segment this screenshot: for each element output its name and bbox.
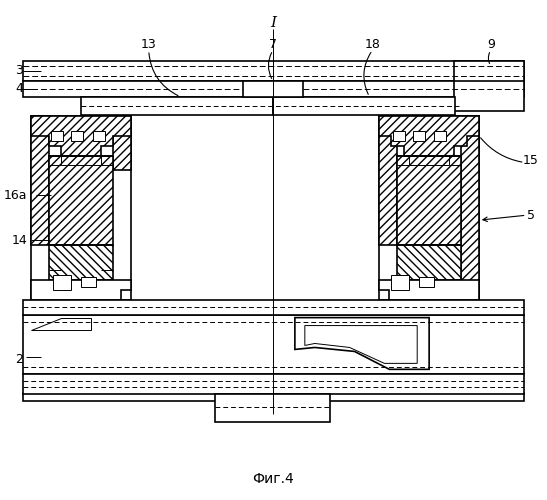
Bar (24, 374, 523, 394)
Text: I: I (270, 16, 276, 30)
Polygon shape (305, 326, 417, 364)
Bar (51, 130, 63, 140)
Text: 4: 4 (15, 82, 24, 96)
Text: 2: 2 (15, 353, 24, 366)
Polygon shape (397, 245, 461, 280)
Text: 13: 13 (141, 38, 156, 51)
Polygon shape (391, 275, 409, 290)
FancyArrowPatch shape (149, 53, 178, 96)
Polygon shape (31, 116, 131, 300)
Text: 15: 15 (522, 154, 538, 167)
Polygon shape (380, 116, 479, 156)
Bar (71, 130, 83, 140)
Polygon shape (31, 280, 131, 299)
Polygon shape (81, 277, 96, 287)
Bar (93, 130, 105, 140)
Polygon shape (31, 116, 49, 245)
Text: 16a: 16a (4, 189, 27, 202)
Polygon shape (380, 280, 479, 299)
Polygon shape (380, 116, 479, 300)
Polygon shape (380, 116, 397, 245)
Polygon shape (49, 156, 113, 245)
Text: Фиг.4: Фиг.4 (252, 472, 294, 486)
Bar (273, 97, 455, 115)
Polygon shape (295, 318, 429, 370)
Text: 18: 18 (364, 38, 380, 51)
Text: 5: 5 (527, 208, 534, 222)
FancyArrowPatch shape (488, 52, 490, 64)
Bar (393, 130, 405, 140)
Bar (24, 314, 523, 374)
Bar (413, 130, 425, 140)
Polygon shape (49, 245, 113, 280)
Bar (434, 130, 446, 140)
Bar (24, 61, 523, 81)
Polygon shape (113, 116, 131, 170)
Polygon shape (53, 275, 71, 290)
Bar (81, 97, 273, 115)
FancyArrowPatch shape (481, 138, 522, 162)
Text: 9: 9 (487, 38, 494, 51)
Polygon shape (397, 156, 461, 245)
Polygon shape (461, 116, 479, 300)
Bar (24, 300, 523, 314)
Text: 14: 14 (11, 234, 27, 246)
Bar (24, 81, 523, 97)
Bar (243, 81, 303, 97)
Text: 3: 3 (15, 64, 24, 78)
Bar (216, 394, 330, 422)
Bar (454, 61, 523, 111)
Bar (24, 393, 523, 401)
Polygon shape (31, 116, 131, 156)
FancyArrowPatch shape (364, 52, 371, 94)
Polygon shape (419, 277, 434, 287)
Text: 7: 7 (269, 38, 277, 51)
Polygon shape (31, 318, 91, 330)
FancyArrowPatch shape (269, 52, 272, 78)
